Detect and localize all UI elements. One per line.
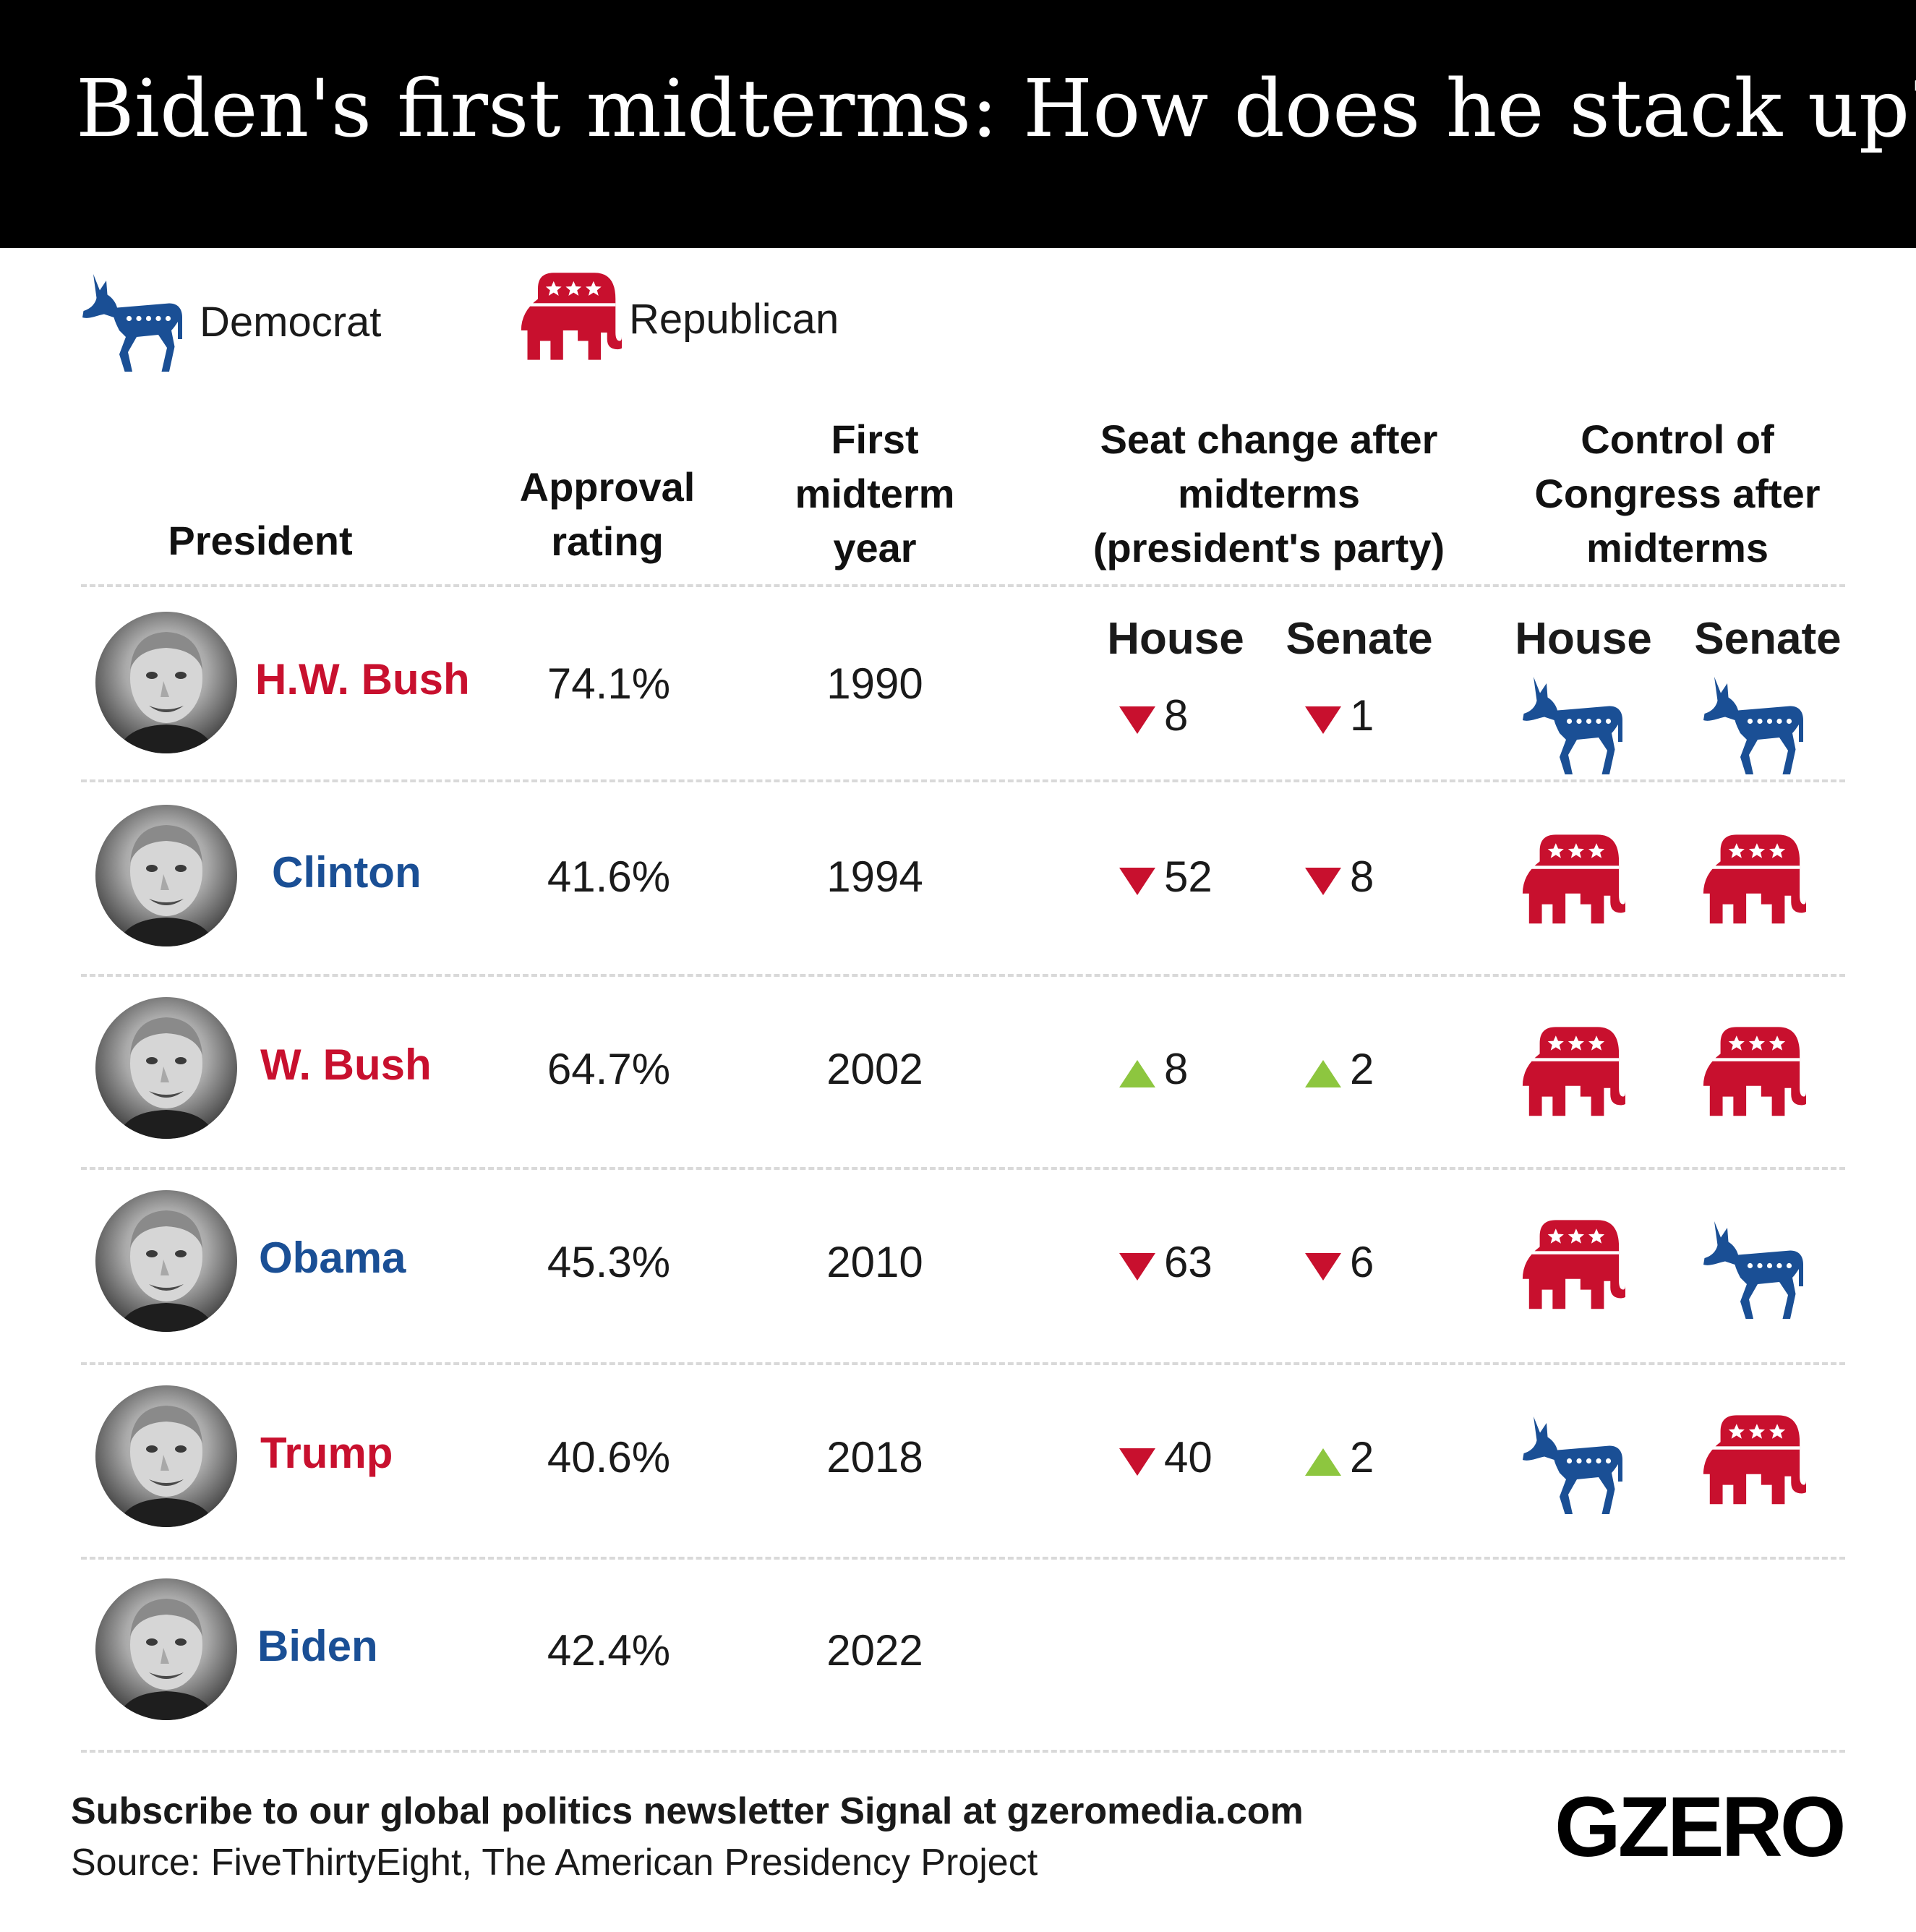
president-avatar: [95, 1190, 237, 1332]
title-banner: Biden's first midterms: How does he stac…: [0, 0, 1916, 248]
senate-seat-change: 6: [1305, 1237, 1450, 1295]
midterm-year: 2010: [826, 1238, 923, 1286]
senate-seat-change-value: 2: [1350, 1433, 1374, 1482]
house-seat-change: 63: [1119, 1237, 1264, 1295]
senate-seat-change-value: 2: [1350, 1045, 1374, 1093]
row-divider: [81, 1167, 1845, 1170]
header-president: President: [168, 518, 353, 563]
midterm-year: 2022: [826, 1626, 923, 1675]
subheader-control-house: House: [1515, 614, 1652, 664]
approval-rating: 74.1%: [547, 659, 671, 708]
donkey-icon: [1518, 670, 1627, 779]
subheader-seat-house: House: [1107, 614, 1244, 664]
triangle-up-icon: [1305, 1060, 1341, 1087]
source-note: Source: FiveThirtyEight, The American Pr…: [71, 1842, 1038, 1884]
elephant-icon: [517, 268, 622, 372]
triangle-down-icon: [1119, 706, 1155, 734]
elephant-icon: [1699, 1410, 1806, 1517]
house-seat-change: 40: [1119, 1432, 1264, 1490]
header-divider: [81, 584, 1845, 587]
header-year: First midterm year: [795, 416, 955, 570]
house-seat-change: 8: [1119, 691, 1264, 748]
triangle-up-icon: [1119, 1060, 1155, 1087]
header-approval: Approval rating: [519, 464, 696, 564]
elephant-icon: [1699, 829, 1806, 936]
header-seat-change: Seat change after midterms (president's …: [1092, 416, 1445, 570]
triangle-down-icon: [1119, 1253, 1155, 1281]
legend-republican: Republican: [517, 268, 893, 376]
president-name: Biden: [257, 1622, 378, 1670]
row-divider: [81, 1557, 1845, 1560]
legend-democrat-label: Democrat: [200, 299, 382, 346]
president-avatar: [95, 612, 237, 753]
house-seat-change-value: 63: [1164, 1238, 1213, 1286]
triangle-down-icon: [1305, 1253, 1341, 1281]
senate-seat-change-value: 1: [1350, 691, 1374, 740]
senate-seat-change: 1: [1305, 691, 1450, 748]
midterm-year: 2018: [826, 1433, 923, 1482]
donkey-icon: [1699, 670, 1808, 779]
legend-democrat: Democrat: [78, 268, 440, 376]
elephant-icon: [1518, 1022, 1625, 1129]
president-avatar: [95, 997, 237, 1139]
president-avatar: [95, 1385, 237, 1527]
senate-seat-change: 2: [1305, 1044, 1450, 1102]
approval-rating: 64.7%: [547, 1045, 671, 1093]
house-seat-change: 52: [1119, 852, 1264, 910]
row-divider: [81, 779, 1845, 782]
triangle-down-icon: [1119, 868, 1155, 895]
elephant-icon: [1518, 829, 1625, 936]
president-name: Clinton: [272, 848, 422, 897]
house-seat-change-value: 8: [1164, 691, 1189, 740]
senate-seat-change-value: 6: [1350, 1238, 1374, 1286]
gzero-logo: GZERO: [1554, 1779, 1847, 1875]
row-divider: [81, 1750, 1845, 1753]
midterm-year: 1994: [826, 852, 923, 901]
senate-seat-change: 8: [1305, 852, 1450, 910]
subscribe-note: Subscribe to our global politics newslet…: [71, 1790, 1304, 1832]
elephant-icon: [1699, 1022, 1806, 1129]
house-seat-change-value: 8: [1164, 1045, 1189, 1093]
house-seat-change-value: 40: [1164, 1433, 1213, 1482]
house-seat-change: 8: [1119, 1044, 1264, 1102]
triangle-down-icon: [1305, 706, 1341, 734]
row-divider: [81, 974, 1845, 977]
midterm-year: 1990: [826, 659, 923, 708]
approval-rating: 45.3%: [547, 1238, 671, 1286]
triangle-down-icon: [1119, 1448, 1155, 1476]
legend-republican-label: Republican: [629, 296, 839, 343]
president-name: W. Bush: [260, 1040, 432, 1089]
page-title: Biden's first midterms: How does he stac…: [76, 62, 1916, 155]
president-avatar: [95, 805, 237, 946]
midterm-year: 2002: [826, 1045, 923, 1093]
senate-seat-change-value: 8: [1350, 852, 1374, 901]
header-control: Control of Congress after midterms: [1534, 416, 1821, 570]
row-divider: [81, 1362, 1845, 1365]
donkey-icon: [78, 268, 187, 376]
approval-rating: 42.4%: [547, 1626, 671, 1675]
president-name: Trump: [260, 1429, 393, 1477]
subheader-seat-senate: Senate: [1286, 614, 1433, 664]
approval-rating: 41.6%: [547, 852, 671, 901]
house-seat-change-value: 52: [1164, 852, 1213, 901]
approval-rating: 40.6%: [547, 1433, 671, 1482]
triangle-up-icon: [1305, 1448, 1341, 1476]
senate-seat-change: 2: [1305, 1432, 1450, 1490]
donkey-icon: [1699, 1215, 1808, 1323]
elephant-icon: [1518, 1215, 1625, 1322]
triangle-down-icon: [1305, 868, 1341, 895]
president-avatar: [95, 1578, 237, 1720]
president-name: Obama: [259, 1234, 406, 1282]
donkey-icon: [1518, 1410, 1627, 1518]
subheader-control-senate: Senate: [1694, 614, 1842, 664]
president-name: H.W. Bush: [255, 655, 470, 704]
